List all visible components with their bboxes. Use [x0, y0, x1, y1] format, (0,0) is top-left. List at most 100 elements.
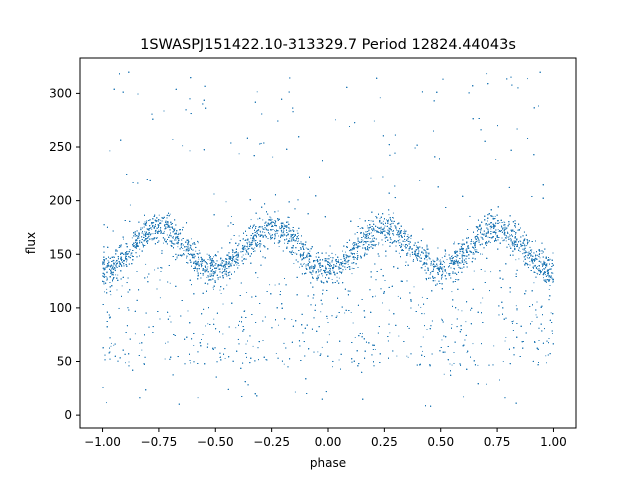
- data-point: [384, 234, 385, 236]
- data-point: [529, 260, 531, 262]
- data-point: [548, 289, 550, 290]
- data-point: [300, 255, 302, 257]
- data-point: [221, 261, 223, 263]
- data-point: [165, 342, 166, 344]
- data-point: [451, 323, 453, 325]
- data-point: [182, 254, 183, 256]
- data-point: [245, 246, 247, 248]
- data-point: [505, 337, 507, 338]
- data-point: [442, 272, 444, 274]
- data-point: [503, 221, 505, 223]
- data-point: [154, 269, 156, 271]
- data-point: [172, 139, 174, 140]
- data-point: [386, 219, 387, 221]
- data-point: [231, 216, 232, 217]
- data-point: [338, 277, 340, 279]
- data-point: [257, 218, 259, 220]
- data-point: [520, 241, 522, 243]
- data-point: [283, 224, 285, 226]
- data-point: [515, 259, 517, 261]
- data-point: [504, 222, 506, 224]
- data-point: [235, 261, 237, 263]
- data-point: [510, 238, 512, 239]
- data-point: [242, 249, 244, 251]
- data-point: [245, 253, 247, 255]
- data-point: [244, 247, 246, 249]
- data-point: [328, 264, 330, 266]
- data-point: [509, 234, 510, 236]
- data-point: [163, 217, 165, 219]
- data-point: [531, 321, 533, 322]
- data-point: [139, 342, 141, 344]
- data-point: [519, 251, 521, 252]
- data-point: [171, 236, 173, 238]
- data-point: [421, 250, 423, 252]
- data-point: [106, 288, 108, 290]
- data-point: [441, 257, 443, 259]
- data-point: [222, 268, 223, 270]
- data-point: [131, 237, 133, 239]
- data-point: [422, 264, 424, 266]
- data-point: [236, 264, 238, 266]
- data-point: [351, 267, 353, 269]
- data-point: [187, 245, 189, 247]
- data-point: [158, 229, 160, 231]
- data-point: [289, 238, 291, 240]
- data-point: [493, 345, 495, 347]
- data-point: [230, 256, 232, 258]
- data-point: [271, 224, 273, 226]
- data-point: [116, 289, 118, 291]
- data-point: [283, 363, 285, 365]
- data-point: [441, 266, 443, 268]
- data-point: [455, 250, 457, 252]
- data-point: [407, 234, 409, 236]
- data-point: [515, 305, 517, 307]
- data-point: [392, 217, 394, 219]
- data-point: [457, 263, 459, 265]
- data-point: [545, 355, 547, 357]
- data-point: [110, 294, 112, 296]
- data-point: [147, 229, 149, 231]
- data-point: [511, 234, 512, 235]
- data-point: [256, 236, 257, 238]
- data-point: [147, 228, 149, 230]
- data-point: [347, 263, 349, 265]
- data-point: [539, 253, 541, 254]
- data-point: [344, 312, 346, 314]
- data-point: [378, 228, 380, 230]
- data-point: [246, 292, 248, 293]
- data-point: [515, 242, 517, 244]
- data-point: [213, 256, 215, 258]
- data-point: [425, 252, 427, 254]
- data-point: [254, 247, 256, 249]
- data-point: [473, 270, 475, 272]
- data-point: [206, 270, 207, 272]
- data-point: [413, 286, 415, 288]
- data-point: [362, 244, 364, 246]
- data-point: [380, 229, 382, 231]
- data-point: [331, 260, 333, 262]
- data-point: [535, 314, 537, 316]
- data-point: [409, 247, 410, 249]
- data-point: [372, 228, 374, 230]
- data-point: [419, 257, 421, 259]
- data-point: [251, 237, 253, 239]
- data-point: [492, 216, 494, 218]
- data-point: [205, 325, 206, 327]
- data-point: [247, 246, 249, 248]
- data-point: [207, 266, 209, 268]
- data-point: [250, 237, 252, 239]
- data-point: [480, 236, 482, 238]
- data-point: [326, 274, 328, 276]
- data-point: [476, 249, 478, 251]
- data-point: [480, 302, 482, 304]
- data-point: [305, 266, 307, 268]
- data-point: [461, 310, 463, 312]
- data-point: [490, 228, 492, 230]
- data-point: [281, 231, 282, 233]
- data-point: [271, 218, 273, 220]
- data-point: [135, 236, 137, 237]
- data-point: [306, 264, 308, 266]
- data-point: [153, 221, 155, 223]
- data-point: [498, 220, 499, 222]
